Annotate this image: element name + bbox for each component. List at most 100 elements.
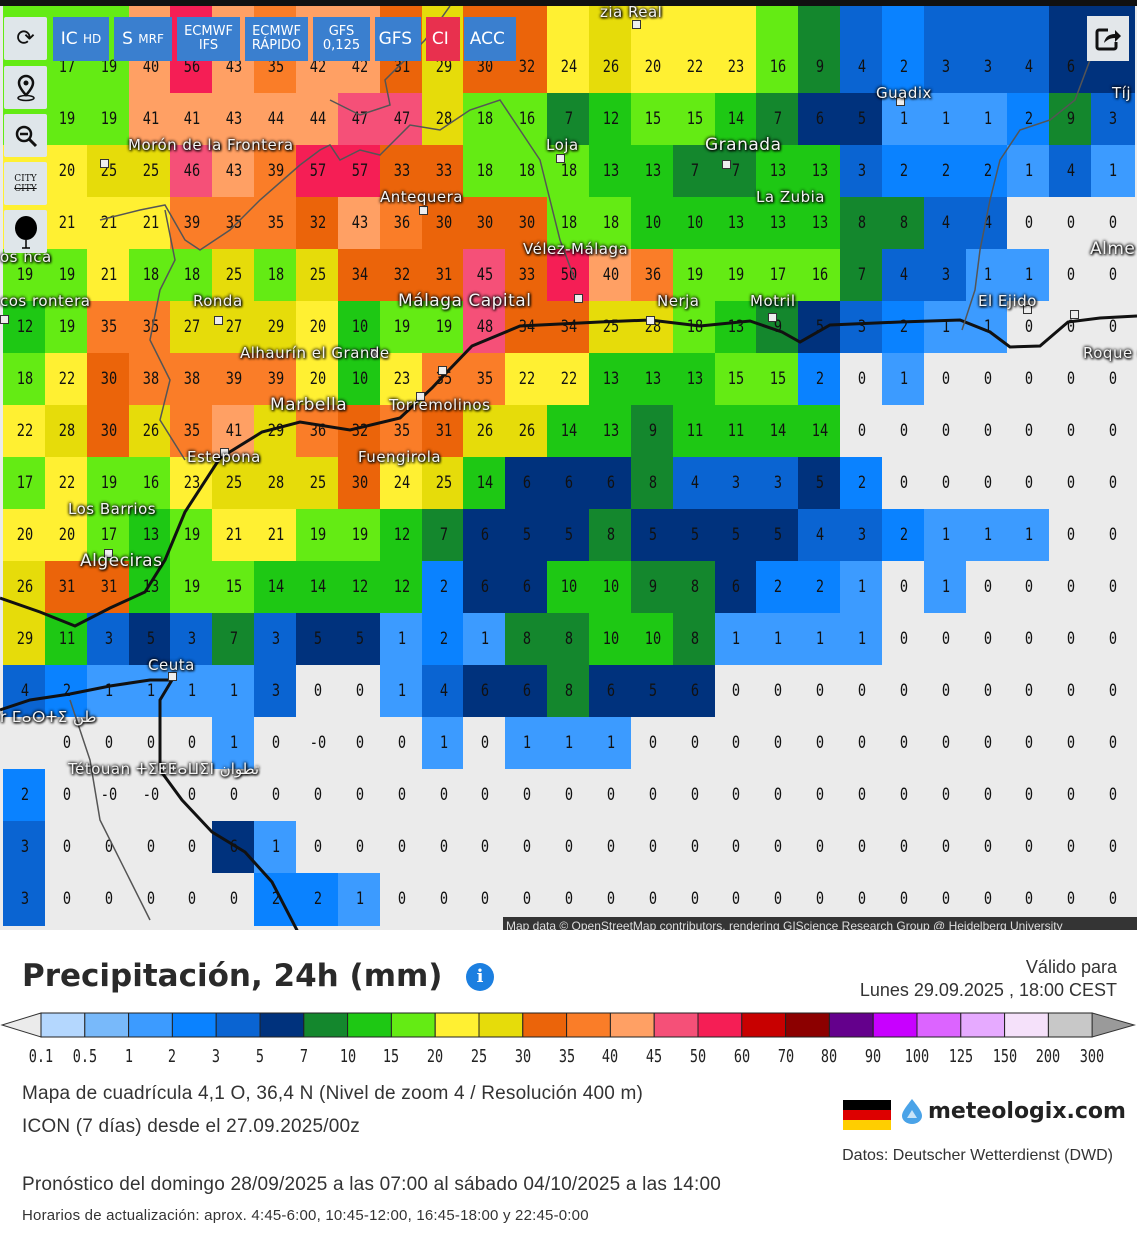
precipitation-map[interactable]: 17 19 40 56 43 35 42 42 31 29 30 32 24 26 20 22 23 16 9 4 2 3… xyxy=(0,0,1137,930)
legend-tick-label: 150 xyxy=(992,1046,1017,1067)
balloon-button[interactable] xyxy=(4,210,47,253)
grid-cell xyxy=(1049,93,1094,146)
grid-cell xyxy=(1049,145,1094,198)
grid-cell xyxy=(296,145,340,198)
grid-cell xyxy=(296,301,340,354)
grid-cell xyxy=(1091,93,1136,146)
legend-tick-label: 60 xyxy=(733,1046,750,1067)
city-label-marbella: Marbella xyxy=(270,395,348,415)
model-button-ic-hd[interactable]: IC HD xyxy=(53,17,109,61)
grid-cell xyxy=(1007,405,1052,458)
grid-cell xyxy=(379,301,424,354)
city-label-ceuta: Ceuta xyxy=(148,656,195,674)
grid-cell xyxy=(965,405,1010,458)
city-marker xyxy=(632,20,641,29)
model-button-s-mrf[interactable]: S MRF xyxy=(114,17,172,61)
grid-cell xyxy=(296,197,340,250)
grid-cell xyxy=(296,457,340,510)
grid-cell xyxy=(421,301,466,354)
grid-cell xyxy=(965,6,1010,94)
grid-cell xyxy=(1091,197,1136,250)
zoom-out-button[interactable] xyxy=(4,114,47,157)
grid-cell xyxy=(254,509,299,562)
grid-cell xyxy=(923,249,968,302)
model-button-sublabel: IFS xyxy=(198,38,219,53)
city-label-roquetas: Roque de Ma xyxy=(1083,344,1137,362)
grid-cell xyxy=(128,509,173,562)
grid-cell xyxy=(630,509,675,562)
legend-tick-label: 80 xyxy=(821,1046,838,1067)
grid-cell xyxy=(212,145,257,198)
model-button-label: IC xyxy=(60,29,78,49)
grid-cell xyxy=(44,145,89,198)
city-label-granada: Granada xyxy=(705,135,782,155)
grid-cell xyxy=(588,405,633,458)
model-button-ecmwf-rápido[interactable]: ECMWF RÁPIDO xyxy=(245,17,308,61)
grid-cell xyxy=(379,561,424,614)
city-marker xyxy=(419,206,428,215)
location-button[interactable] xyxy=(4,66,47,109)
grid-cell xyxy=(672,145,717,198)
grid-cell xyxy=(881,197,926,250)
grid-cell xyxy=(170,197,215,250)
grid-cell xyxy=(379,93,424,146)
model-button-label: CI xyxy=(431,29,449,49)
grid-info: Mapa de cuadrícula 4,1 O, 36,4 N (Nivel … xyxy=(22,1083,644,1104)
grid-cell xyxy=(337,301,382,354)
model-button-ecmwf-ifs[interactable]: ECMWF IFS xyxy=(177,17,240,61)
grid-cell xyxy=(463,145,508,198)
info-icon[interactable]: i xyxy=(466,963,494,991)
grid-cell xyxy=(1091,301,1136,354)
model-button-gfs-0-125[interactable]: GFS 0,125 xyxy=(313,17,370,61)
model-button-acc[interactable]: ACC xyxy=(464,17,516,61)
legend-tick-label: 1 xyxy=(124,1046,133,1067)
grid-cell xyxy=(337,353,382,406)
city-label-fuengirola: Fuengirola xyxy=(358,448,442,466)
grid-cell xyxy=(44,353,89,406)
grid-cell xyxy=(337,509,382,562)
legend-tick-label: 25 xyxy=(470,1046,488,1067)
grid-cell xyxy=(170,301,215,354)
grid-cell xyxy=(3,405,47,458)
city-toggle-icon-strike: CITY xyxy=(14,183,37,194)
refresh-button[interactable]: ⟳ xyxy=(4,17,47,60)
grid-cell xyxy=(128,145,173,198)
legend-tick-label: 2 xyxy=(168,1046,177,1067)
grid-cell xyxy=(170,561,215,614)
grid-cell xyxy=(337,457,382,510)
model-button-label: ECMWF xyxy=(252,24,301,39)
city-label-la-zubia: La Zubia xyxy=(756,188,825,206)
share-button[interactable] xyxy=(1087,16,1129,61)
model-button-label: ECMWF xyxy=(184,24,233,39)
grid-cell xyxy=(923,509,968,562)
model-button-ci[interactable]: CI xyxy=(426,17,460,61)
model-button-gfs[interactable]: GFS xyxy=(375,17,421,61)
grid-cell xyxy=(630,353,675,406)
grid-cell xyxy=(798,6,843,94)
legend-tick-label: 70 xyxy=(777,1046,794,1067)
grid-cell xyxy=(128,249,173,302)
refresh-icon: ⟳ xyxy=(16,26,35,51)
grid-cell xyxy=(881,509,926,562)
grid-cell xyxy=(923,353,968,406)
meteologix-logo[interactable]: meteologix.com xyxy=(900,1098,1126,1124)
update-times: Horarios de actualización: aprox. 4:45-6… xyxy=(22,1207,589,1224)
valid-time: Válido para Lunes 29.09.2025 , 18:00 CES… xyxy=(860,956,1117,1002)
model-info: ICON (7 días) desde el 27.09.2025/00z xyxy=(22,1116,360,1137)
city-toggle-button[interactable]: CITY CITY xyxy=(4,162,47,205)
grid-cell xyxy=(840,509,884,562)
grid-cell xyxy=(505,457,550,510)
grid-cell xyxy=(840,301,884,354)
grid-cell xyxy=(756,249,801,302)
grid-cell xyxy=(463,509,508,562)
grid-cell xyxy=(86,93,131,146)
grid-cell xyxy=(881,145,926,198)
grid-cell xyxy=(3,301,47,354)
grid-cell xyxy=(630,93,675,146)
grid-cell xyxy=(1049,405,1094,458)
legend-below-arrow xyxy=(0,1012,42,1038)
grid-cell xyxy=(756,197,801,250)
grid-cell xyxy=(86,301,131,354)
grid-cell xyxy=(965,93,1010,146)
grid-cell xyxy=(756,6,801,94)
